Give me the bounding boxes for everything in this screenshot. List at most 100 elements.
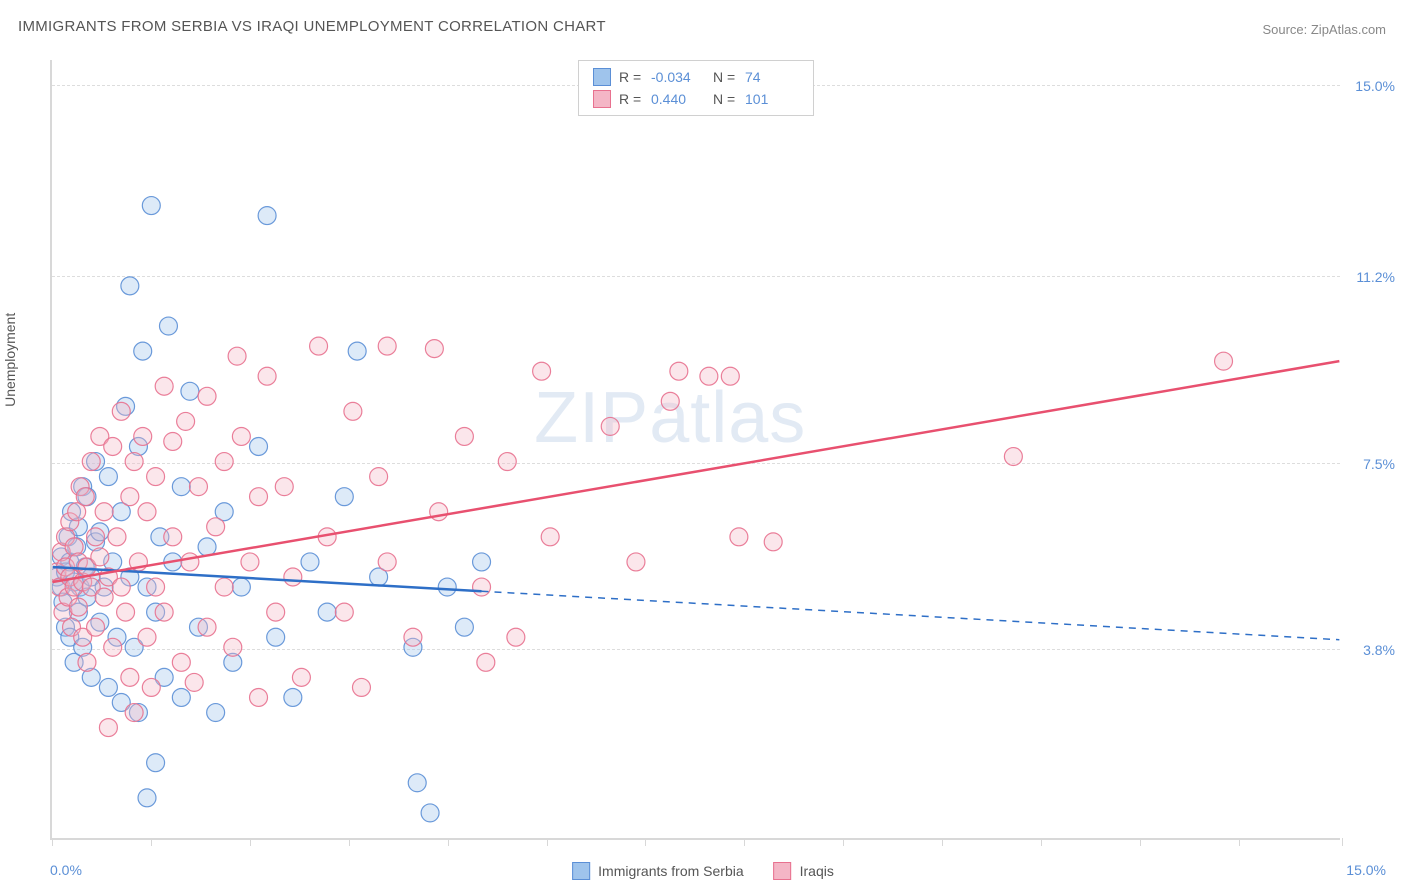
scatter-point <box>172 653 190 671</box>
scatter-point <box>378 553 396 571</box>
x-axis-max-label: 15.0% <box>1346 862 1386 878</box>
scatter-point <box>138 628 156 646</box>
x-tick <box>1342 838 1343 846</box>
x-tick <box>744 838 745 846</box>
scatter-point <box>207 704 225 722</box>
scatter-point <box>473 553 491 571</box>
x-tick <box>250 838 251 846</box>
scatter-point <box>730 528 748 546</box>
stats-n-label: N = <box>713 91 737 107</box>
legend-label: Immigrants from Serbia <box>598 863 743 879</box>
scatter-point <box>498 453 516 471</box>
scatter-point <box>507 628 525 646</box>
x-tick <box>843 838 844 846</box>
chart-title: IMMIGRANTS FROM SERBIA VS IRAQI UNEMPLOY… <box>18 18 606 35</box>
scatter-point <box>147 754 165 772</box>
scatter-point <box>99 468 117 486</box>
scatter-point <box>91 548 109 566</box>
x-tick <box>52 838 53 846</box>
scatter-point <box>108 528 126 546</box>
scatter-point <box>138 503 156 521</box>
scatter-point <box>378 337 396 355</box>
plot-area: ZIPatlas 3.8%7.5%11.2%15.0% R =-0.034N =… <box>50 60 1340 840</box>
x-tick <box>1239 838 1240 846</box>
scatter-point <box>284 688 302 706</box>
scatter-point <box>301 553 319 571</box>
scatter-point <box>104 438 122 456</box>
scatter-point <box>344 402 362 420</box>
x-tick <box>448 838 449 846</box>
scatter-point <box>721 367 739 385</box>
stats-r-label: R = <box>619 91 643 107</box>
scatter-point <box>87 618 105 636</box>
stats-r-value: -0.034 <box>651 69 705 85</box>
y-axis-label: Unemployment <box>2 313 18 407</box>
stats-n-value: 74 <box>745 69 799 85</box>
scatter-point <box>104 638 122 656</box>
scatter-point <box>267 603 285 621</box>
scatter-point <box>69 598 87 616</box>
scatter-point <box>82 453 100 471</box>
scatter-point <box>138 789 156 807</box>
scatter-point <box>95 503 113 521</box>
scatter-point <box>408 774 426 792</box>
scatter-point <box>670 362 688 380</box>
scatter-point <box>232 427 250 445</box>
scatter-point <box>155 603 173 621</box>
scatter-point <box>241 553 259 571</box>
x-tick <box>942 838 943 846</box>
scatter-point <box>117 603 135 621</box>
scatter-point <box>198 387 216 405</box>
trend-line-dashed <box>482 591 1340 640</box>
scatter-point <box>335 488 353 506</box>
scatter-point <box>258 367 276 385</box>
scatter-point <box>125 453 143 471</box>
scatter-point <box>181 553 199 571</box>
scatter-point <box>700 367 718 385</box>
legend-swatch <box>593 68 611 86</box>
scatter-point <box>533 362 551 380</box>
scatter-point <box>147 578 165 596</box>
scatter-point <box>99 719 117 737</box>
scatter-point <box>112 578 130 596</box>
scatter-point <box>159 317 177 335</box>
scatter-point <box>78 653 96 671</box>
scatter-point <box>87 528 105 546</box>
scatter-point <box>207 518 225 536</box>
scatter-point <box>224 638 242 656</box>
scatter-point <box>318 603 336 621</box>
x-tick <box>151 838 152 846</box>
scatter-point <box>185 673 203 691</box>
scatter-point <box>215 578 233 596</box>
scatter-point <box>292 668 310 686</box>
scatter-point <box>164 528 182 546</box>
stats-row: R =-0.034N =74 <box>593 66 799 88</box>
scatter-point <box>76 488 94 506</box>
scatter-point <box>121 488 139 506</box>
scatter-point <box>190 478 208 496</box>
scatter-point <box>215 453 233 471</box>
scatter-point <box>155 377 173 395</box>
legend-label: Iraqis <box>800 863 834 879</box>
trend-line-solid <box>53 361 1340 582</box>
y-tick-label: 15.0% <box>1355 78 1395 94</box>
scatter-point <box>250 438 268 456</box>
scatter-point <box>541 528 559 546</box>
stats-n-value: 101 <box>745 91 799 107</box>
scatter-point <box>1004 448 1022 466</box>
scatter-point <box>172 688 190 706</box>
y-tick-label: 3.8% <box>1363 642 1395 658</box>
scatter-point <box>275 478 293 496</box>
scatter-point <box>352 678 370 696</box>
scatter-point <box>477 653 495 671</box>
scatter-point <box>370 468 388 486</box>
scatter-point <box>661 392 679 410</box>
scatter-point <box>164 432 182 450</box>
scatter-point <box>134 342 152 360</box>
source-attribution: Source: ZipAtlas.com <box>1262 22 1386 37</box>
legend-item: Iraqis <box>774 862 834 880</box>
x-tick <box>1041 838 1042 846</box>
scatter-point <box>627 553 645 571</box>
scatter-point <box>142 197 160 215</box>
scatter-point <box>310 337 328 355</box>
